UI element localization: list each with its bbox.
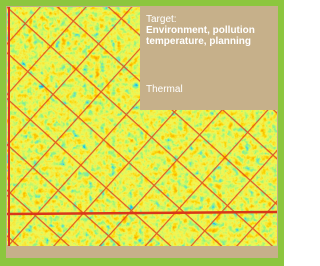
label: Thermal xyxy=(146,84,183,95)
text-line: Environment, pollution xyxy=(146,25,255,36)
text-line: temperature, planning xyxy=(146,36,251,47)
heading: Target: xyxy=(146,14,177,25)
slide: Target: Environment, pollution temperatu… xyxy=(0,0,284,266)
